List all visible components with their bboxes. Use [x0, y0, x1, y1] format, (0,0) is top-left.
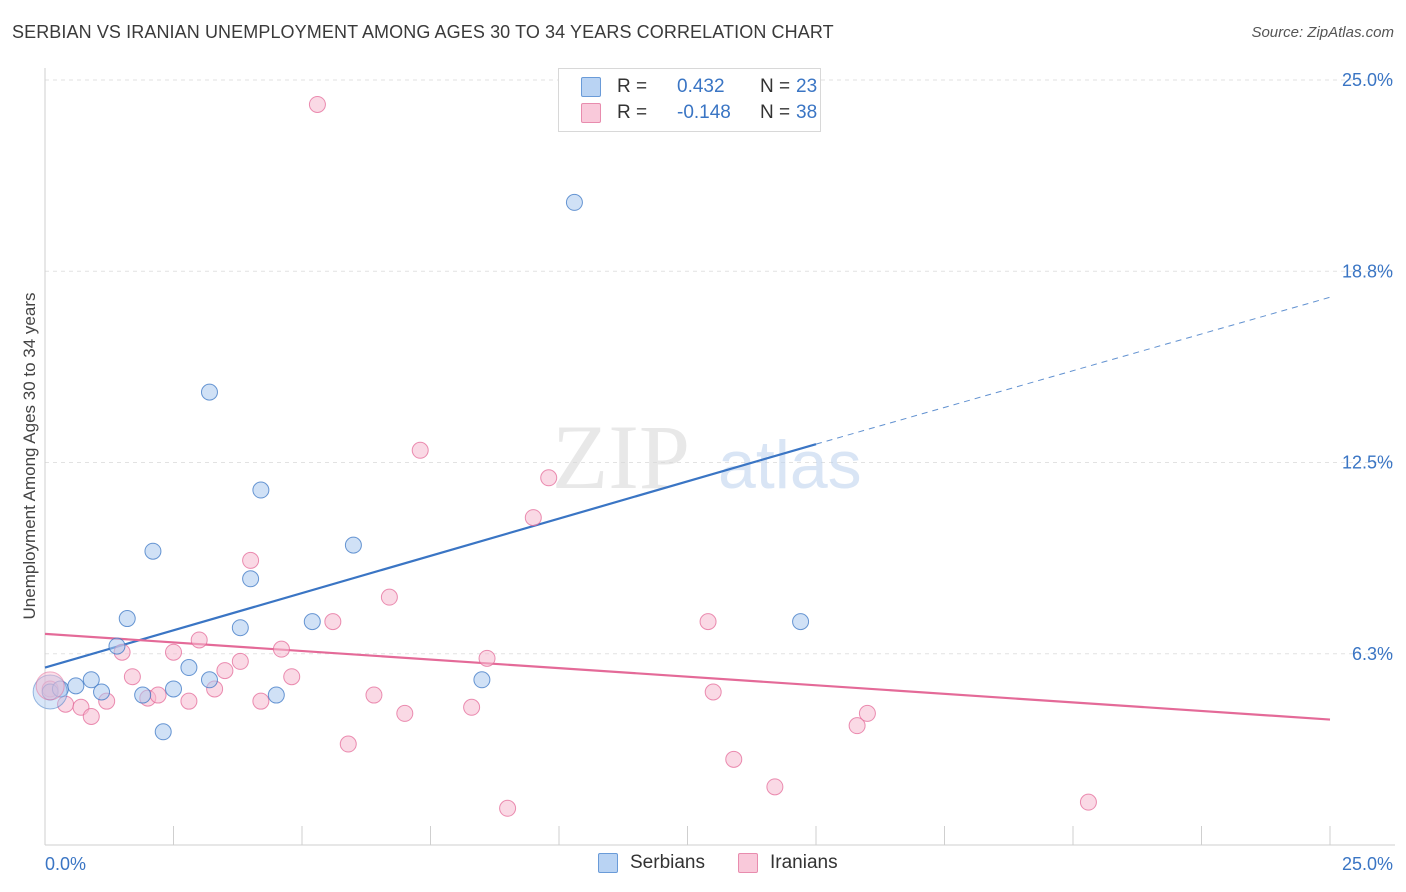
- iranian-point: [123, 668, 141, 686]
- iranian-point: [699, 613, 717, 631]
- iranian-point: [308, 95, 326, 113]
- serbian-point: [180, 659, 198, 677]
- axes: [44, 68, 1395, 846]
- serbian-point: [303, 613, 321, 631]
- iranian-point: [231, 652, 249, 670]
- iranian-point: [149, 686, 167, 704]
- watermark: ZIP atlas: [552, 406, 862, 508]
- iranian-point: [272, 640, 290, 658]
- iranian-point: [365, 686, 383, 704]
- x-tick-label: 25.0%: [1342, 854, 1393, 874]
- data-points: [32, 95, 1097, 817]
- legend-r-value: -0.148: [677, 102, 731, 123]
- watermark-zip: ZIP: [552, 406, 690, 508]
- iranian-point: [704, 683, 722, 701]
- serbian-point: [93, 683, 111, 701]
- serbian-point: [118, 610, 136, 628]
- legend-n-label: N =: [760, 76, 791, 97]
- iranians-swatch: [581, 103, 601, 123]
- iranian-point: [396, 704, 414, 722]
- iranian-point: [524, 509, 542, 527]
- iranians-swatch: [738, 853, 758, 873]
- legend-n-label: N =: [760, 102, 791, 123]
- serbian-cluster-point: [32, 674, 68, 710]
- iranian-point: [82, 707, 100, 725]
- serbian-point: [242, 570, 260, 588]
- iranians-trend-line: [44, 632, 1331, 721]
- serbian-point: [165, 680, 182, 698]
- watermark-atlas: atlas: [718, 427, 862, 503]
- serbian-point: [473, 671, 491, 689]
- iranian-point: [725, 750, 743, 768]
- x-tick-label: 0.0%: [45, 854, 86, 874]
- legend-r-label: R =: [617, 76, 648, 97]
- serbian-point: [154, 723, 172, 741]
- iranian-point: [766, 778, 784, 796]
- legend-n-value: 23: [796, 76, 818, 97]
- iranian-point: [380, 588, 398, 606]
- serbian-point: [344, 536, 362, 554]
- legend-n-value: 38: [796, 102, 818, 123]
- bottom-legend-serbians: Serbians: [598, 852, 705, 874]
- y-tick-label: 6.3%: [1352, 644, 1393, 664]
- serbian-point: [231, 619, 249, 637]
- legend-r-value: 0.432: [677, 76, 725, 97]
- serbians-label: Serbians: [630, 852, 705, 873]
- serbian-point: [144, 542, 162, 560]
- iranian-point: [216, 662, 234, 680]
- iranian-point: [339, 735, 357, 753]
- iranian-point: [848, 717, 866, 735]
- serbian-point: [200, 671, 218, 689]
- legend: R = 0.432 N = 23 R = -0.148 N = 38: [558, 68, 821, 132]
- legend-r-label: R =: [617, 102, 648, 123]
- iranian-point: [1079, 793, 1097, 811]
- serbian-point: [267, 686, 285, 704]
- serbian-point: [134, 686, 152, 704]
- iranian-cluster-point: [35, 671, 65, 701]
- y-tick-label: 25.0%: [1342, 70, 1393, 90]
- iranian-point: [858, 704, 876, 722]
- iranian-point: [165, 643, 182, 661]
- iranian-point: [499, 799, 517, 817]
- iranian-point: [190, 631, 208, 649]
- iranian-point: [411, 441, 429, 459]
- serbians-trend-extension: [815, 296, 1331, 445]
- bottom-legend-iranians: Iranians: [738, 852, 838, 874]
- serbian-point: [108, 637, 126, 655]
- serbians-swatch: [581, 77, 601, 97]
- tick-labels: 6.3% 12.5% 18.8% 25.0% 0.0% 25.0%: [45, 70, 1393, 874]
- serbian-point: [200, 383, 218, 401]
- iranian-point: [540, 469, 558, 487]
- iranian-point: [324, 613, 342, 631]
- iranian-point: [478, 649, 496, 667]
- iranian-point: [242, 551, 260, 569]
- iranians-label: Iranians: [770, 852, 838, 873]
- y-axis-label: Unemployment Among Ages 30 to 34 years: [20, 292, 39, 620]
- serbian-point: [82, 671, 100, 689]
- y-tick-label: 12.5%: [1342, 453, 1393, 473]
- source-label: Source: ZipAtlas.com: [1251, 24, 1394, 41]
- iranian-point: [283, 668, 301, 686]
- trend-lines: [44, 296, 1331, 721]
- iranian-point: [252, 692, 270, 710]
- chart-title: SERBIAN VS IRANIAN UNEMPLOYMENT AMONG AG…: [12, 22, 834, 42]
- serbian-point: [67, 677, 85, 695]
- iranian-point: [463, 698, 481, 716]
- serbian-point: [792, 613, 810, 631]
- serbians-swatch: [598, 853, 618, 873]
- y-tick-label: 18.8%: [1342, 261, 1393, 281]
- iranian-point: [180, 692, 198, 710]
- serbian-point: [252, 481, 270, 499]
- serbians-trend-line: [44, 443, 817, 669]
- serbian-point: [565, 193, 583, 211]
